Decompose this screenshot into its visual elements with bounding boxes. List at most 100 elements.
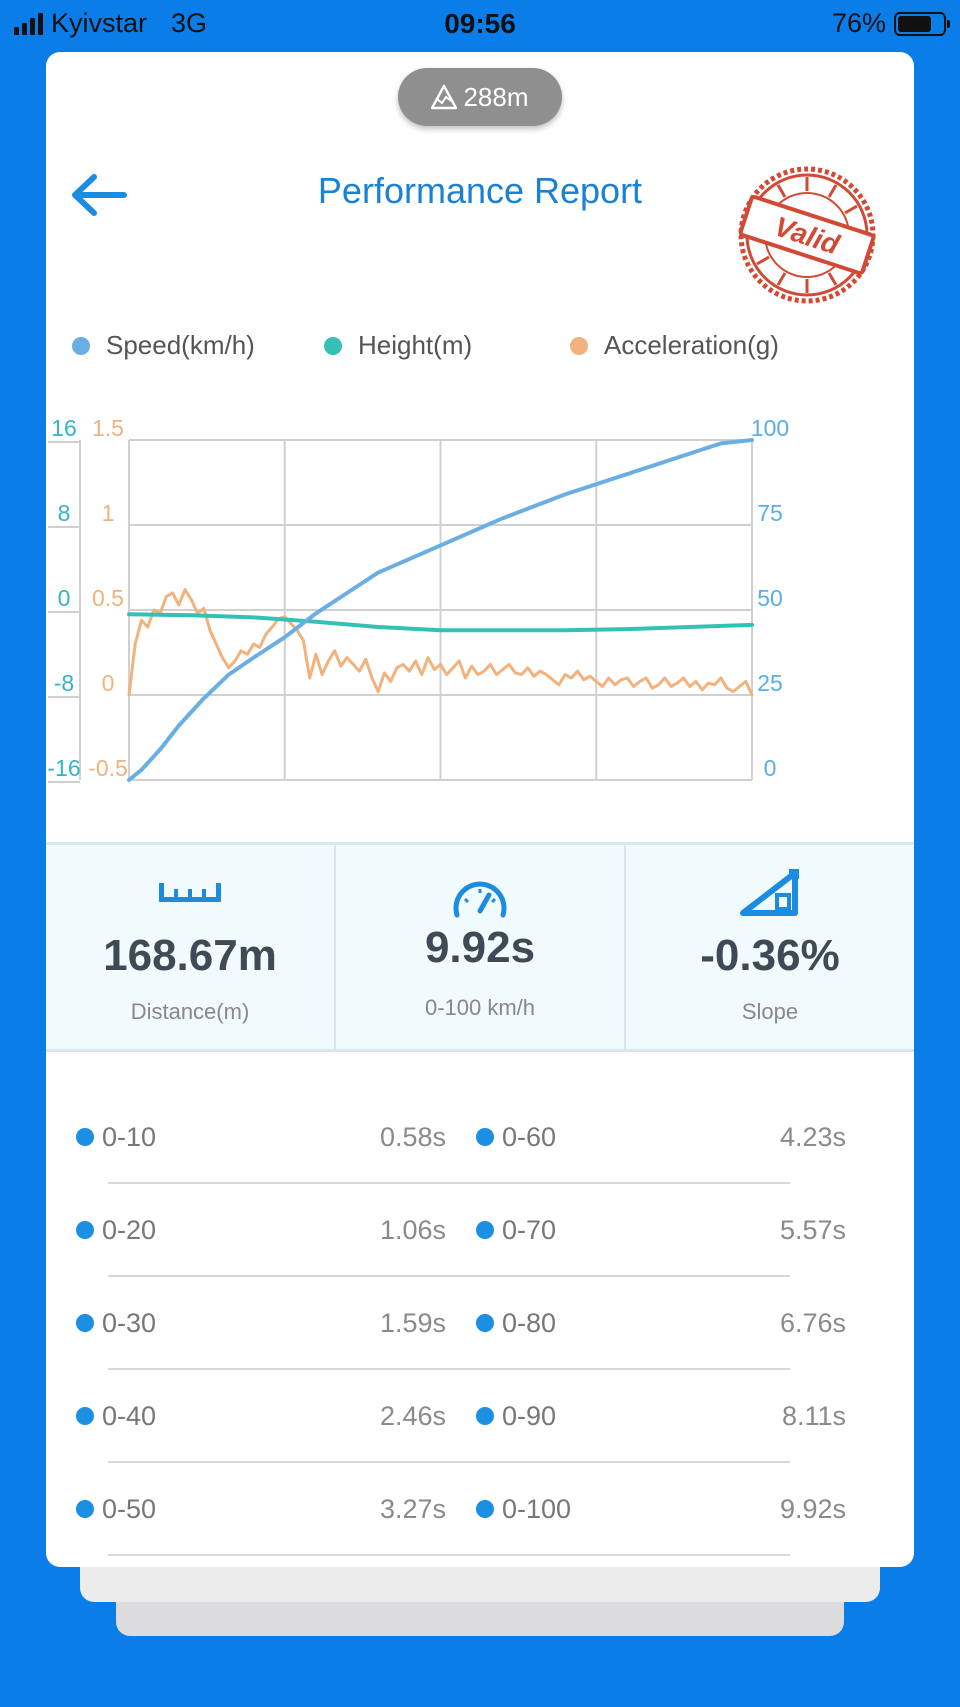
split-time-left: 1.06s: [379, 1214, 446, 1245]
split-time-right: 5.57s: [779, 1214, 846, 1245]
height-tick-label: 8: [58, 500, 71, 526]
report-card: 288m Performance Report Valid: [46, 52, 914, 1567]
carrier-name: Kyivstar: [51, 8, 148, 38]
status-bar-right: 76%: [831, 8, 950, 39]
split-row: 0-50 3.27s 0-100 9.92s: [46, 1469, 914, 1562]
split-range: 0-20: [102, 1214, 157, 1245]
split-range: 0-100: [502, 1493, 572, 1524]
divider: [108, 1461, 790, 1463]
distance-value: 168.67m: [103, 931, 277, 980]
split-label-left: 0-10: [76, 1117, 196, 1157]
height-tick-label: 0: [58, 585, 71, 611]
slope-label: Slope: [741, 999, 799, 1024]
divider: [108, 1182, 790, 1184]
split-time-right: 4.23s: [779, 1121, 846, 1152]
speed-tick-label: 0: [764, 755, 777, 781]
legend-acceleration: Acceleration(g): [570, 330, 779, 361]
bullet-dot: [476, 1221, 494, 1239]
series-line-height: [127, 612, 754, 633]
stat-slope: -0.36% Slope: [624, 845, 914, 1049]
back-button[interactable]: [64, 160, 134, 230]
split-label-left: 0-30: [76, 1303, 196, 1343]
split-label-right: 0-60: [476, 1117, 616, 1157]
performance-chart: 16 8 0 -8 -16 1.5 1 0.5 0 -0.5 100 75 50 25 0: [47, 415, 789, 783]
speed-tick-label: 25: [757, 670, 783, 696]
legend-dot: [72, 336, 90, 355]
split-time-right: 8.11s: [781, 1400, 846, 1431]
legend-label: Acceleration(g): [604, 330, 779, 360]
slope-value: -0.36%: [700, 931, 840, 980]
status-time: 09:56: [444, 8, 516, 39]
height-tick-label: -16: [47, 755, 80, 781]
split-time-right: 9.92s: [779, 1493, 846, 1524]
status-bar: Kyivstar 3G 09:56 76%: [0, 0, 960, 50]
split-label-left: 0-50: [76, 1489, 196, 1529]
divider: [108, 1275, 790, 1277]
speed-tick-label: 50: [757, 585, 783, 611]
altitude-value: 288m: [463, 81, 529, 112]
slope-icon: [740, 869, 799, 916]
bullet-dot: [76, 1500, 94, 1518]
split-time-left: 1.59s: [379, 1307, 446, 1338]
legend-label: Height(m): [358, 330, 473, 360]
arrow-left-icon: [72, 174, 127, 216]
signal-icon: [14, 12, 43, 35]
acceleration-tick-label: 0.5: [92, 585, 124, 611]
acceleration-tick-label: 1: [102, 500, 115, 526]
split-label-right: 0-70: [476, 1210, 616, 1250]
bullet-dot: [476, 1314, 494, 1332]
speed-tick-label: 75: [757, 500, 783, 526]
acceleration-tick-label: 0: [102, 670, 115, 696]
split-times-list: 0-10 0.58s 0-60 4.23s 0-20 1.06s 0-70 5.57s 0-30…: [46, 1097, 914, 1562]
distance-label: Distance(m): [130, 999, 250, 1024]
ruler-icon: [159, 883, 221, 902]
altitude-badge: 288m: [398, 68, 562, 126]
split-time-left: 3.27s: [379, 1493, 446, 1524]
split-range: 0-60: [502, 1121, 557, 1152]
series-line-acceleration: [127, 588, 754, 697]
split-row: 0-20 1.06s 0-70 5.57s: [46, 1190, 914, 1283]
split-range: 0-30: [102, 1307, 157, 1338]
series-line-speed: [127, 438, 754, 782]
status-bar-left: Kyivstar 3G: [14, 8, 207, 39]
legend-dot: [570, 336, 588, 355]
acceleration-time-value: 9.92s: [424, 923, 536, 972]
split-range: 0-40: [102, 1400, 157, 1431]
bullet-dot: [76, 1314, 94, 1332]
battery-percent: 76%: [831, 8, 886, 38]
divider: [108, 1554, 790, 1556]
legend-label: Speed(km/h): [106, 330, 255, 360]
split-label-left: 0-20: [76, 1210, 196, 1250]
bullet-dot: [76, 1407, 94, 1425]
split-row: 0-30 1.59s 0-80 6.76s: [46, 1283, 914, 1376]
bullet-dot: [476, 1500, 494, 1518]
bullet-dot: [76, 1128, 94, 1146]
split-range: 0-80: [502, 1307, 557, 1338]
mountain-icon: [431, 84, 458, 110]
bullet-dot: [76, 1221, 94, 1239]
valid-stamp-icon: Valid: [738, 166, 876, 304]
split-row: 0-40 2.46s 0-90 8.11s: [46, 1376, 914, 1469]
acceleration-tick-label: 1.5: [92, 415, 124, 441]
stat-acceleration-time: 9.92s 0-100 km/h: [334, 845, 624, 1049]
height-tick-label: 16: [51, 415, 77, 441]
stat-distance: 168.67m Distance(m): [46, 845, 334, 1049]
stats-panel: 168.67m Distance(m) 9.92s 0-100 km/h: [46, 842, 914, 1052]
split-range: 0-50: [102, 1493, 157, 1524]
page-title: Performance Report: [317, 170, 643, 211]
legend-height: Height(m): [324, 330, 472, 361]
divider: [108, 1368, 790, 1370]
acceleration-time-label: 0-100 km/h: [424, 995, 536, 1020]
split-row: 0-10 0.58s 0-60 4.23s: [46, 1097, 914, 1190]
speedometer-icon: [453, 881, 507, 918]
acceleration-tick-label: -0.5: [88, 755, 128, 781]
split-time-left: 0.58s: [379, 1121, 446, 1152]
chart-legend: Speed(km/h) Height(m) Acceleration(g): [46, 330, 914, 380]
split-time-right: 6.76s: [779, 1307, 846, 1338]
bullet-dot: [476, 1128, 494, 1146]
split-label-left: 0-40: [76, 1396, 196, 1436]
speed-tick-label: 100: [751, 415, 789, 441]
legend-speed: Speed(km/h): [72, 330, 255, 361]
height-tick-label: -8: [54, 670, 74, 696]
split-range: 0-70: [502, 1214, 557, 1245]
